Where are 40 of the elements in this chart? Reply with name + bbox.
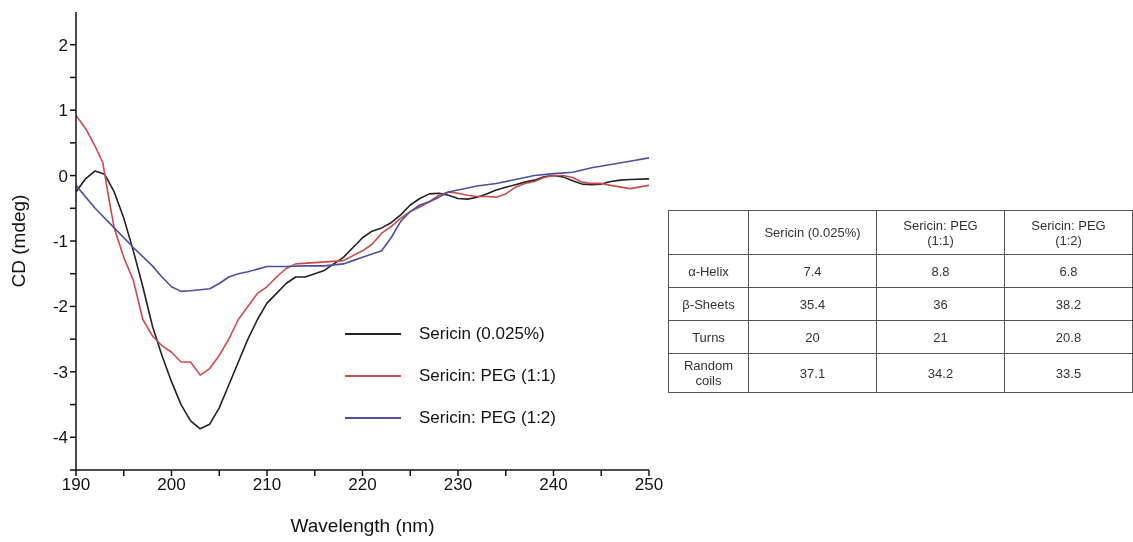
category-label: Random coils <box>668 353 749 393</box>
text: Sericin: PEG (1:1) <box>876 210 1005 255</box>
y-tick-label: -4 <box>52 428 68 448</box>
x-tick-label: 240 <box>539 475 568 495</box>
data-label: 20.8 <box>1004 320 1133 354</box>
line-series <box>76 170 649 430</box>
category-label: β-Sheets <box>668 287 749 321</box>
category-label: Turns <box>668 320 749 354</box>
y-axis-title: CD (mdeg) <box>7 194 29 288</box>
x-tick-label: 250 <box>634 475 664 495</box>
line-series <box>76 157 649 293</box>
data-label: 20 <box>748 320 877 354</box>
data-label: 37.1 <box>748 353 877 393</box>
y-tick-label: -2 <box>52 297 68 317</box>
legend-label: Sericin: PEG (1:2) <box>419 408 556 428</box>
data-label: 8.8 <box>876 254 1005 288</box>
data-label: 7.4 <box>748 254 877 288</box>
category-label: α-Helix <box>668 254 749 288</box>
y-tick-label: -3 <box>52 362 68 382</box>
data-label: 35.4 <box>748 287 877 321</box>
data-label: 36 <box>876 287 1005 321</box>
text: Sericin: PEG (1:2) <box>1004 210 1133 255</box>
legend-label: Sericin (0.025%) <box>419 324 545 344</box>
y-tick-label: 0 <box>58 166 68 186</box>
text: Sericin (0.025%) <box>748 210 877 255</box>
data-label: 38.2 <box>1004 287 1133 321</box>
y-tick-label: 2 <box>58 35 68 55</box>
data-label: 33.5 <box>1004 353 1133 393</box>
data-label: 21 <box>876 320 1005 354</box>
x-tick-label: 210 <box>252 475 282 495</box>
y-tick-label: -1 <box>52 232 68 252</box>
x-tick-label: 200 <box>157 475 186 495</box>
legend-label: Sericin: PEG (1:1) <box>419 366 556 386</box>
x-axis-title: Wavelength (nm) <box>290 515 435 536</box>
x-tick-label: 230 <box>443 475 473 495</box>
data-label: 6.8 <box>1004 254 1133 288</box>
data-label: 34.2 <box>876 353 1005 393</box>
y-tick-label: 1 <box>58 101 68 121</box>
x-tick-label: 190 <box>61 475 91 495</box>
x-tick-label: 220 <box>348 475 377 495</box>
